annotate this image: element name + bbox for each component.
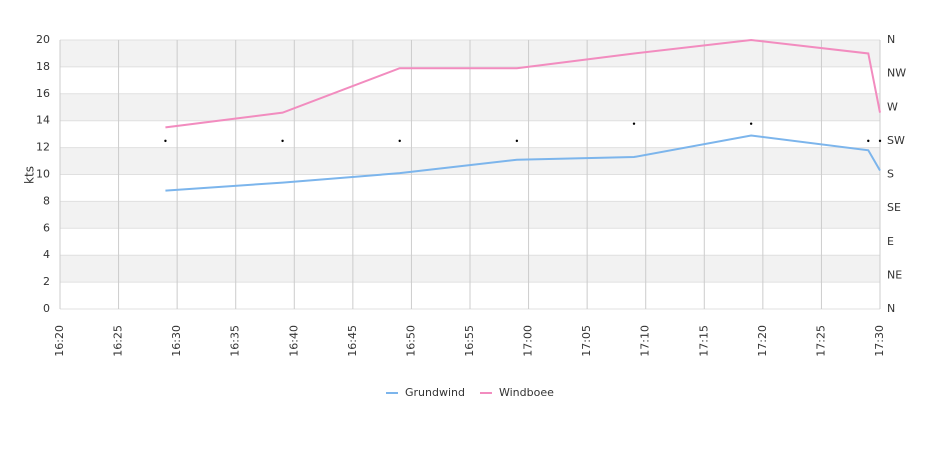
y-tick-label: 4 [43,248,50,261]
x-tick-label: 17:20 [756,325,769,357]
x-tick-label: 16:25 [112,325,125,357]
y2-tick-label: NW [887,67,906,80]
x-tick-label: 16:55 [463,325,476,357]
y-tick-label: 14 [36,114,50,127]
direction-marker [878,139,882,143]
y-tick-label: 6 [43,221,50,234]
x-tick-label: 17:25 [814,325,827,357]
x-tick-label: 16:35 [229,325,242,357]
direction-marker [515,139,519,143]
legend-label: Grundwind [405,386,465,399]
x-tick-label: 17:10 [639,325,652,357]
y-tick-label: 18 [36,60,50,73]
x-tick-label: 16:40 [287,325,300,357]
y-tick-label: 16 [36,87,50,100]
y2-tick-label: NE [887,268,902,281]
direction-marker [164,139,167,143]
y-tick-label: 20 [36,33,50,46]
y-tick-label: 8 [43,194,50,207]
y-tick-label: 2 [43,275,50,288]
direction-marker [398,139,401,143]
x-tick-label: 17:00 [522,325,535,357]
y-tick-label: 0 [43,302,50,315]
y2-tick-label: W [887,100,898,113]
direction-marker [281,139,284,143]
y-axis-label: kts [23,166,37,184]
direction-marker [632,122,636,125]
x-tick-label: 16:50 [404,325,417,357]
direction-marker [749,122,753,125]
x-tick-label: 16:20 [53,325,66,357]
x-tick-label: 17:30 [873,325,886,357]
y-tick-label: 10 [36,168,50,181]
direction-marker [867,139,870,143]
x-tick-label: 16:30 [170,325,183,357]
y2-tick-label: SE [887,201,901,214]
series-line [165,134,881,192]
y2-tick-label: N [887,33,895,46]
x-tick-label: 17:05 [580,325,593,357]
legend-label: Windboee [499,386,554,399]
y2-tick-label: N [887,302,895,315]
y2-tick-label: SW [887,134,905,147]
x-tick-label: 16:45 [346,325,359,357]
y2-tick-label: S [887,168,894,181]
series-line [165,38,881,129]
y2-tick-label: E [887,235,894,248]
x-tick-label: 17:15 [697,325,710,357]
y-tick-label: 12 [36,141,50,154]
